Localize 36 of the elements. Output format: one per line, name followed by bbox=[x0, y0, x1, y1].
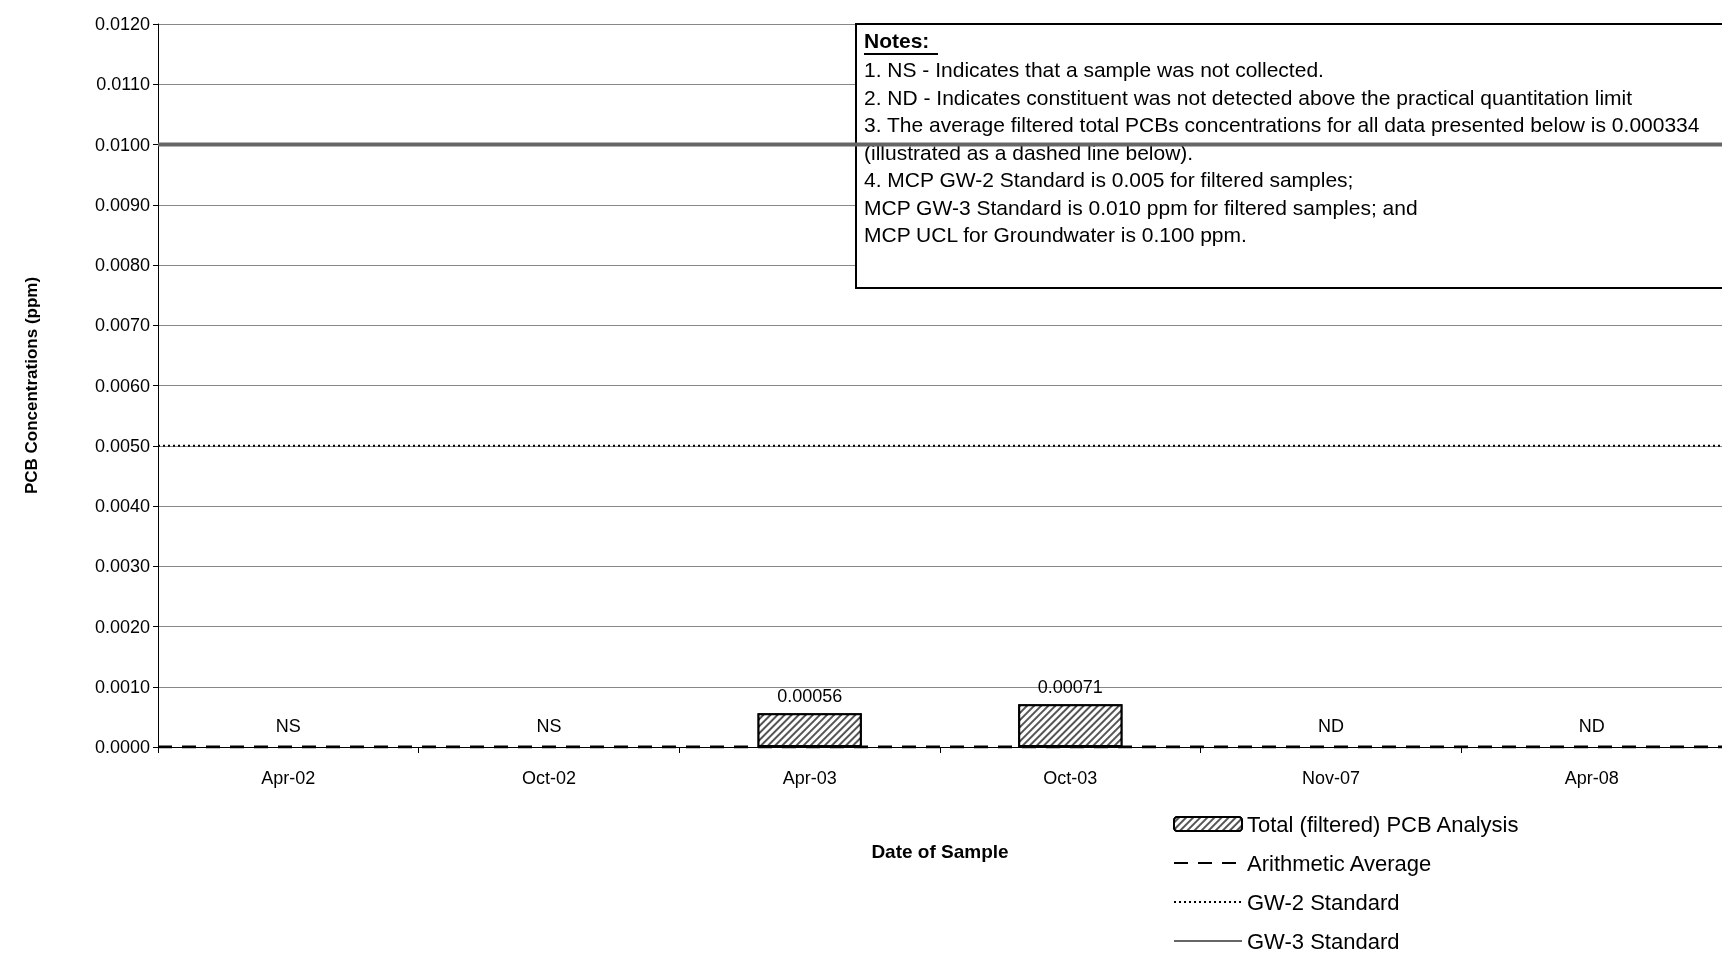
y-tick-label: 0.0070 bbox=[94, 315, 150, 336]
legend-label: Arithmetic Average bbox=[1247, 850, 1432, 876]
annotation: Notes: bbox=[864, 29, 930, 52]
x-tick-label: Apr-08 bbox=[1564, 768, 1619, 788]
x-tick-label: Oct-02 bbox=[521, 768, 577, 788]
text: ND bbox=[1318, 716, 1344, 736]
legend-label: Total (filtered) PCB Analysis bbox=[1247, 811, 1519, 837]
y-tick-label: 0.0080 bbox=[94, 255, 150, 275]
y-tick-label: 0.0100 bbox=[94, 134, 150, 155]
text: NS bbox=[275, 716, 301, 736]
y-tick-label: 0.0120 bbox=[94, 14, 150, 34]
annotation: 4. MCP GW-2 Standard is 0.005 for filtered samples; MCP GW-3 Standard is 0.010 ppm for filtered samples; and MCP UCL for Groundwater is 0.100 ppm. bbox=[864, 168, 1418, 247]
annotation: 3. The average filtered total PCBs concentrations for all data presented below is 0.000334 (illustrated as a dashed line below). bbox=[864, 113, 1706, 164]
y-tick-label: 0.0010 bbox=[94, 676, 150, 697]
text: ND bbox=[1578, 716, 1605, 736]
y-tick-label: 0.0060 bbox=[94, 375, 150, 396]
y-tick-label: 0.0050 bbox=[94, 435, 150, 456]
legend-label: GW-3 Standard bbox=[1247, 928, 1400, 954]
x-axis-title: Date of Sample bbox=[871, 841, 1009, 862]
y-tick-label: 0.0020 bbox=[94, 616, 150, 637]
annotation: 2. ND - Indicates constituent was not detected above the practical quantitation limit bbox=[864, 85, 1633, 109]
data-label: 0.00071 bbox=[1037, 677, 1103, 698]
x-tick-label: Apr-03 bbox=[782, 768, 837, 788]
y-axis-title: PCB Concentrations (ppm) bbox=[22, 276, 41, 495]
x-tick-label: Oct-03 bbox=[1043, 768, 1098, 788]
x-tick-label: Apr-02 bbox=[261, 768, 316, 788]
text: NS bbox=[536, 716, 562, 736]
y-tick-label: 0.0030 bbox=[94, 556, 150, 577]
y-tick-label: 0.0110 bbox=[96, 74, 150, 95]
data-label: 0.00056 bbox=[777, 686, 843, 707]
annotation: 1. NS - Indicates that a sample was not collected. bbox=[864, 58, 1324, 82]
y-tick-label: 0.0000 bbox=[94, 737, 150, 757]
x-tick-label: Nov-07 bbox=[1301, 768, 1361, 788]
legend-label: GW-2 Standard bbox=[1247, 889, 1400, 915]
y-tick-label: 0.0040 bbox=[94, 496, 150, 516]
y-tick-label: 0.0090 bbox=[94, 194, 150, 215]
